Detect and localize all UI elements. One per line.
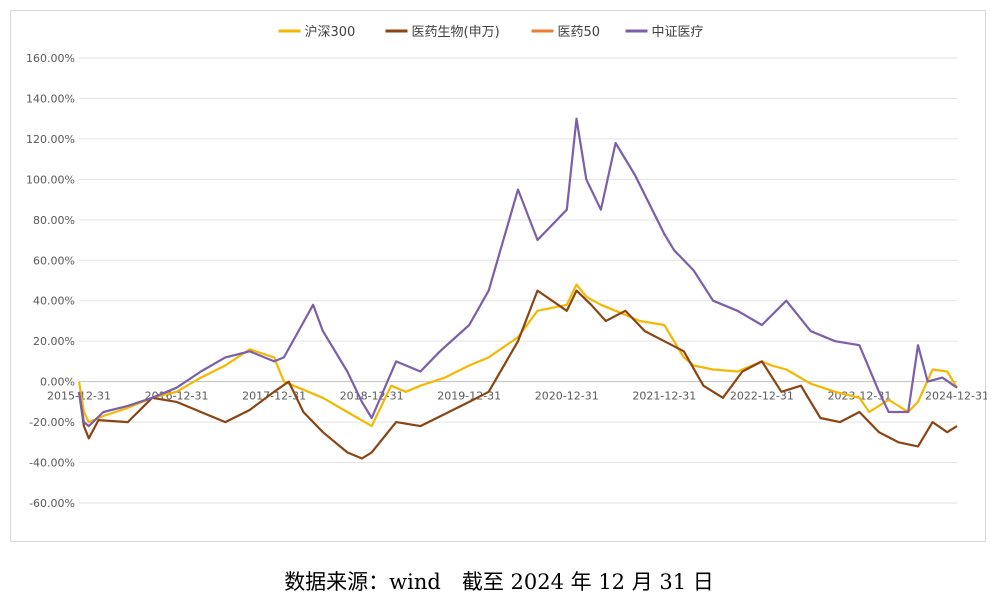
chart-frame: 160.00% 140.00% 120.00% 100.00% 80.00% 60.00%… <box>10 10 987 542</box>
legend-label-1: 医药生物(申万) <box>412 25 500 40</box>
legend: 沪深300 医药生物(申万) 医药50 中证医疗 <box>278 24 704 40</box>
y-tick-label: 160.00% <box>26 52 75 65</box>
series-line-0 <box>77 283 958 428</box>
y-tick-label: 20.00% <box>33 335 75 348</box>
series-line-3 <box>77 117 958 428</box>
y-tick-label: 60.00% <box>33 254 75 267</box>
series-line-1 <box>77 289 958 460</box>
y-tick-label: -20.00% <box>29 416 75 429</box>
y-tick-label: 140.00% <box>26 92 75 105</box>
series-layer <box>77 117 958 460</box>
legend-label-2: 医药50 <box>558 25 601 40</box>
y-tick-label: -40.00% <box>29 457 75 470</box>
x-tick-label: 2018-12-31 <box>340 390 404 403</box>
y-tick-label: 0.00% <box>40 376 75 389</box>
y-tick-label: 40.00% <box>33 295 75 308</box>
y-tick-label: 80.00% <box>33 214 75 227</box>
x-tick-label: 2022-12-31 <box>730 390 794 403</box>
legend-label-3: 中证医疗 <box>652 25 704 40</box>
y-tick-label: 120.00% <box>26 133 75 146</box>
y-axis: 160.00% 140.00% 120.00% 100.00% 80.00% 60.00%… <box>26 52 75 510</box>
legend-label-0: 沪深300 <box>305 24 356 40</box>
line-chart: 160.00% 140.00% 120.00% 100.00% 80.00% 60.00%… <box>26 24 987 510</box>
x-tick-label: 2020-12-31 <box>535 390 599 403</box>
source-caption: 数据来源：wind 截至 2024 年 12 月 31 日 <box>284 570 714 594</box>
x-tick-label: 2017-12-31 <box>242 390 306 403</box>
y-tick-label: 100.00% <box>26 173 75 186</box>
x-axis: 2015-12-31 2016-12-31 2017-12-31 2018-12-31… <box>47 390 987 403</box>
x-tick-label: 2021-12-31 <box>632 390 696 403</box>
x-tick-label: 2024-12-31 <box>925 390 987 403</box>
grid-layer <box>79 57 957 504</box>
y-tick-label: -60.00% <box>29 497 75 510</box>
